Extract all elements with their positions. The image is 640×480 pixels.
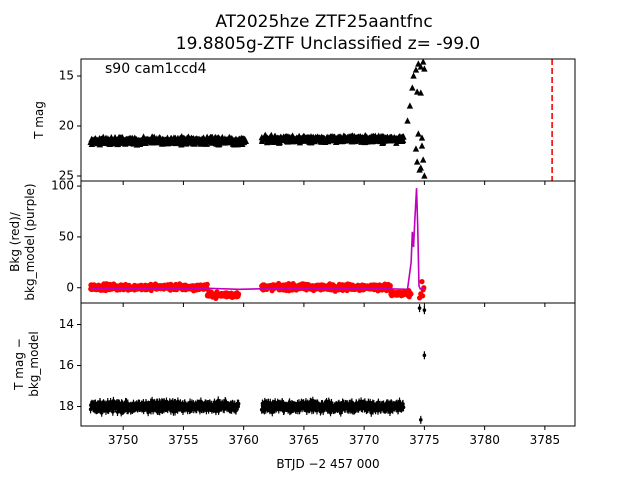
tmag-triangle-point	[418, 134, 426, 141]
x-tick-label: 3765	[289, 433, 320, 447]
chart-title-line1: AT2025hze ZTF25aantfnc	[215, 12, 432, 32]
x-tick-label: 3760	[228, 433, 259, 447]
diff-y-axis-label-line1: T mag −	[12, 338, 26, 391]
diff-errorbar-point	[417, 306, 422, 310]
tmag-triangle-point	[419, 156, 427, 163]
diff-x-ticks	[122, 426, 546, 430]
tmag-triangle-point	[409, 84, 416, 91]
bkg-y-tick-label: 0	[66, 280, 74, 294]
tmag-triangle-point	[412, 66, 420, 73]
bkg-x-ticks	[122, 303, 546, 307]
x-tick-label: 3780	[469, 433, 500, 447]
bkg-y-tick-label: 50	[59, 229, 74, 243]
tmag-triangle-point	[404, 117, 411, 124]
diff-panel-frame	[80, 302, 576, 427]
diff-y-axis-label-line2: bkg_model	[27, 331, 41, 397]
tmag-triangle-point	[418, 142, 426, 149]
diff-errorbar-point	[422, 353, 427, 358]
tmag-panel-frame	[80, 58, 576, 182]
tmag-y-axis-label: T mag	[32, 101, 46, 140]
tmag-triangle-point	[417, 164, 424, 171]
tmag-triangle-point	[410, 72, 417, 79]
bkg-dot-point	[204, 281, 210, 287]
bkg-plot-area	[88, 188, 427, 301]
tmag-triangle-point	[399, 136, 407, 144]
bkg-dot-point	[235, 291, 242, 297]
tmag-triangle-point	[412, 145, 420, 152]
tmag-triangle-point	[419, 59, 427, 65]
bkg-dot-point	[408, 291, 414, 297]
bkg-y-axis-label-line1: Bkg (red)/	[8, 211, 22, 272]
chart-title-line2: 19.8805g-ZTF Unclassified z= -99.0	[176, 34, 481, 54]
tmag-triangle-point	[417, 63, 424, 70]
bkg-dot-point	[419, 279, 425, 285]
tmag-annotation: s90 cam1ccd4	[105, 61, 207, 77]
tmag-triangle-point	[421, 172, 428, 179]
bkg-dot-point	[387, 282, 393, 289]
tmag-panel: 15 20 25 s90 cam1ccd4 T mag	[32, 58, 576, 185]
tmag-plot-area	[87, 59, 553, 181]
tmag-y-tick-label: 25	[59, 169, 74, 183]
tmag-triangle-point	[417, 89, 424, 96]
diff-y-tick-label: 18	[59, 399, 74, 413]
diff-y-tick-label: 14	[59, 317, 74, 331]
tmag-triangle-point	[413, 88, 421, 95]
tmag-x-ticks	[122, 181, 546, 185]
tmag-triangle-point	[413, 158, 421, 165]
bkg-y-tick-label: 100	[51, 179, 74, 193]
tmag-triangle-point	[400, 133, 407, 140]
tmag-y-tick-label: 20	[59, 119, 74, 133]
bkg-dot-point	[419, 293, 426, 299]
tmag-triangle-point	[242, 137, 250, 144]
tmag-triangle-point	[421, 65, 428, 72]
x-tick-label: 3775	[409, 433, 440, 447]
diff-plot-area	[88, 304, 427, 424]
bkg-y-axis-label-line2: bkg_model (purple)	[23, 183, 37, 300]
x-axis-label: BTJD −2 457 000	[276, 457, 379, 471]
tmag-triangle-point	[406, 102, 414, 109]
tmag-y-tick-label: 15	[59, 69, 74, 83]
x-tick-label: 3770	[349, 433, 380, 447]
diff-errorbar-point	[401, 405, 406, 410]
x-tick-label: 3785	[530, 433, 561, 447]
diff-y-tick-label: 16	[59, 358, 74, 372]
tmag-y-ticks: 15 20 25	[59, 69, 81, 183]
diff-y-ticks: 14 16 18	[59, 317, 81, 413]
bkg-y-ticks: 0 50 100	[51, 179, 81, 294]
x-tick-label: 3750	[108, 433, 139, 447]
diff-errorbar-point	[418, 418, 423, 422]
x-tick-labels: 3750 3755 3760 3765 3770 3775 3780 3785	[108, 433, 560, 447]
diff-errorbar-point	[236, 401, 241, 406]
bkg-panel: 0 50 100 Bkg (red)/ bkg_model (purple)	[8, 179, 576, 307]
diff-errorbar-point	[422, 308, 427, 312]
bkg-dot-point	[421, 285, 427, 291]
bkg-model-line	[90, 188, 425, 291]
x-tick-label: 3755	[168, 433, 199, 447]
tmag-triangle-point	[415, 130, 422, 137]
